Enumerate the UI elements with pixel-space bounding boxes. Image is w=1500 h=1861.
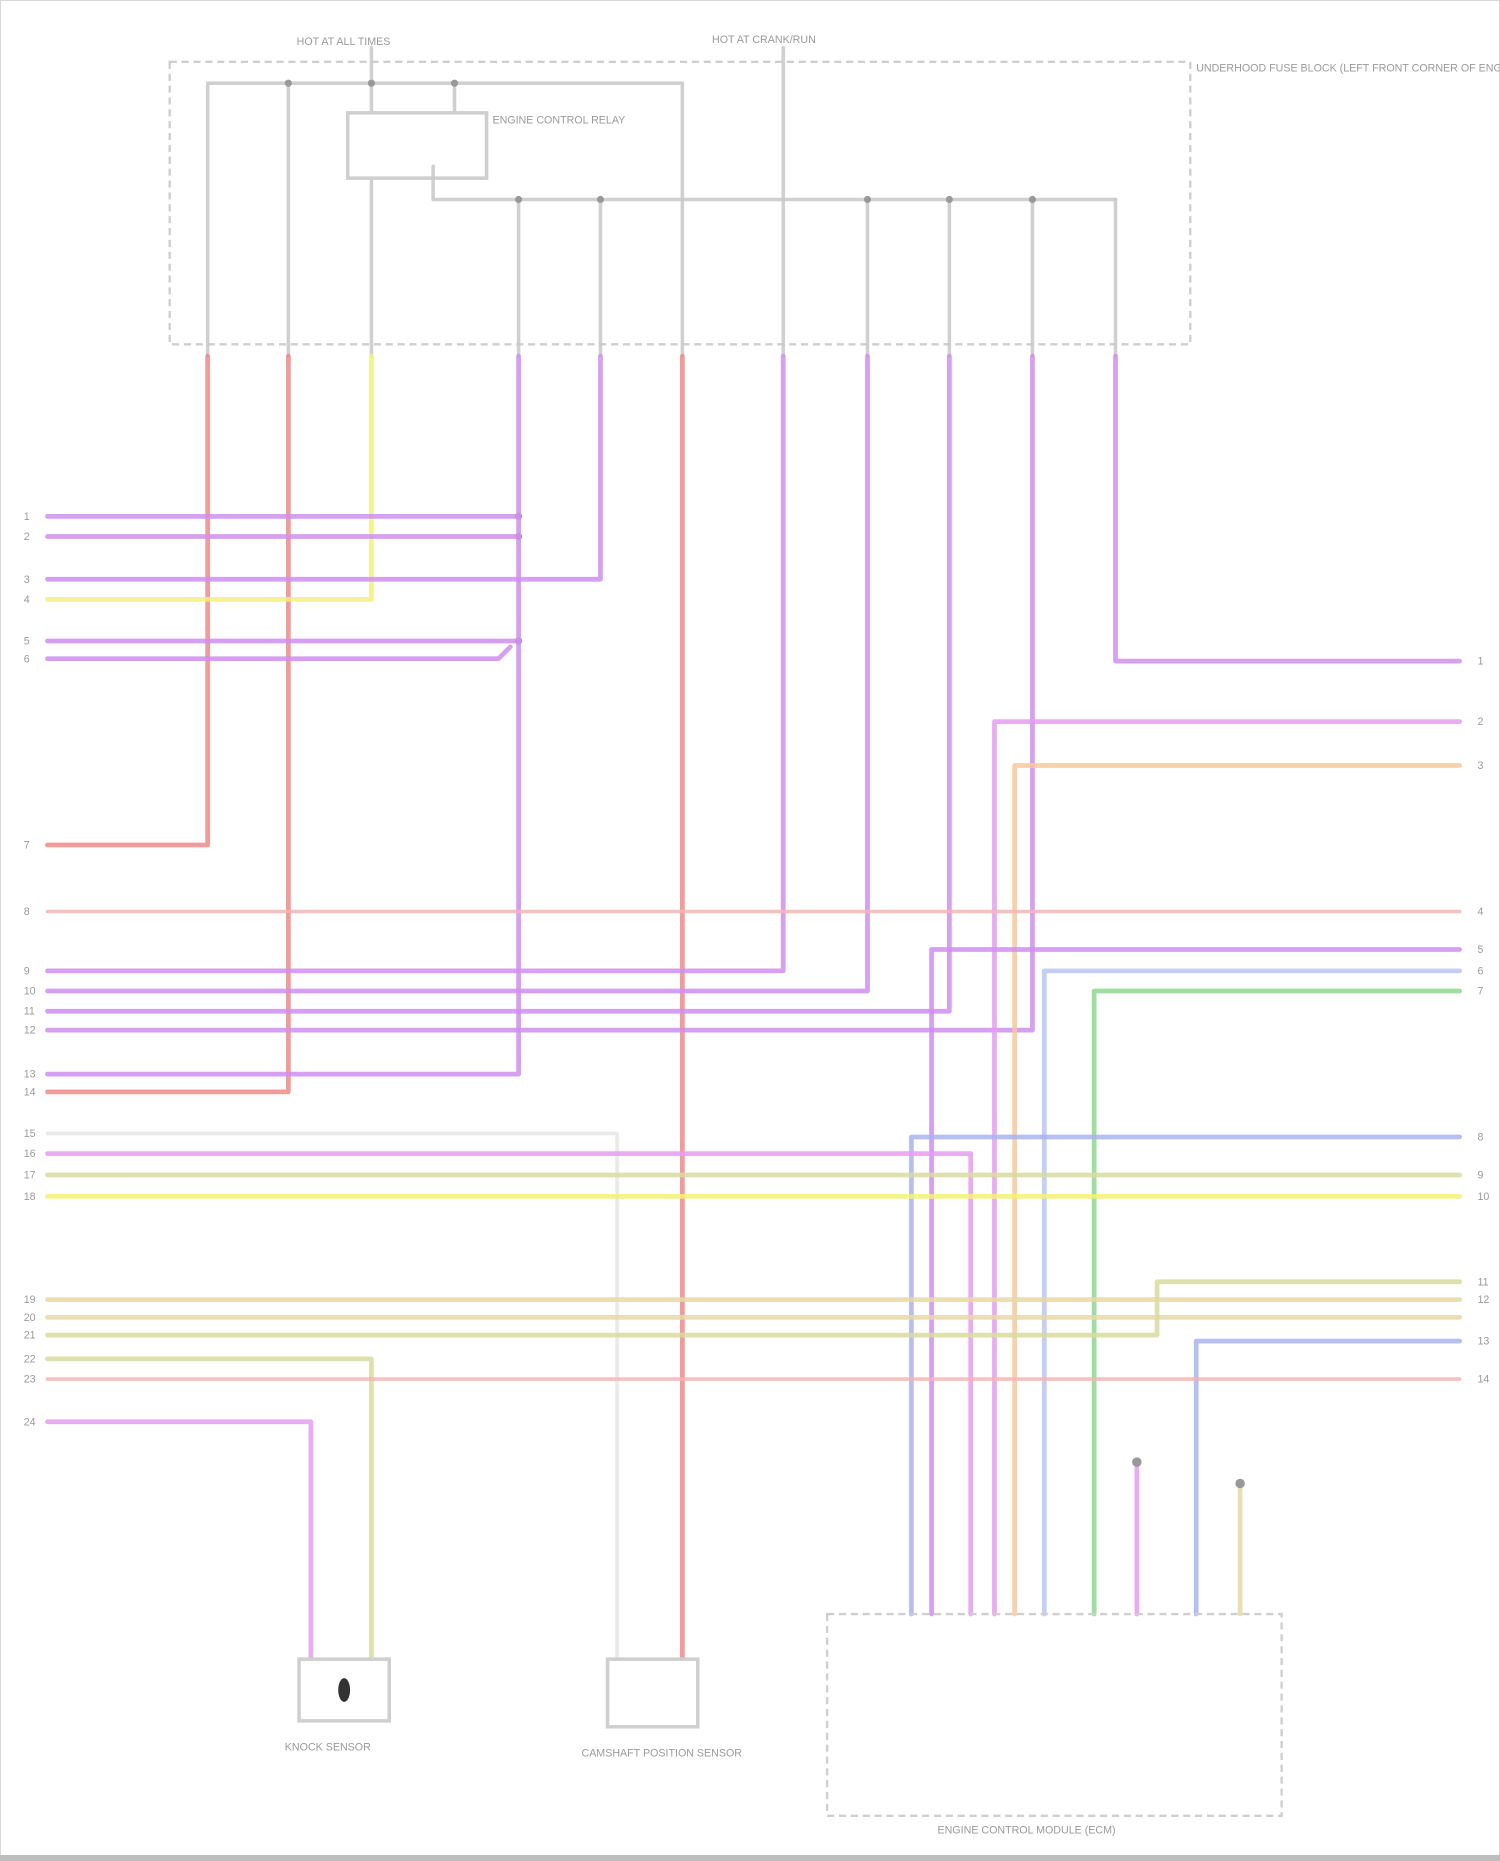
- bus-bar-1: [205, 81, 685, 358]
- svg-text:11: 11: [1477, 1276, 1488, 1288]
- ecm-label: ENGINE CONTROL MODULE (ECM): [937, 1825, 1115, 1837]
- sensor1-label: KNOCK SENSOR: [285, 1742, 371, 1754]
- svg-text:21: 21: [24, 1330, 36, 1342]
- wire-violet: [45, 1419, 314, 1664]
- wire-blue: [1193, 1338, 1463, 1617]
- svg-text:14: 14: [1477, 1374, 1489, 1386]
- svg-text:8: 8: [24, 906, 30, 918]
- svg-text:8: 8: [1477, 1132, 1483, 1144]
- svg-text:3: 3: [24, 574, 30, 586]
- svg-text:10: 10: [24, 986, 36, 998]
- relay: [345, 111, 489, 180]
- svg-text:5: 5: [1477, 944, 1483, 956]
- svg-text:20: 20: [24, 1312, 36, 1324]
- wire-light-blue: [1041, 968, 1463, 1617]
- wire-violet: [45, 353, 952, 1014]
- hot-in-run-label: HOT AT CRANK/RUN: [712, 34, 816, 46]
- wire-violet: [45, 644, 513, 662]
- sensor-element-icon: [338, 1678, 351, 1702]
- bus-bar-2: [431, 164, 1118, 202]
- fuse-drops: [516, 197, 1118, 358]
- svg-text:4: 4: [1477, 906, 1483, 918]
- svg-text:6: 6: [1477, 965, 1483, 977]
- svg-text:1: 1: [1477, 656, 1483, 668]
- svg-text:13: 13: [1477, 1336, 1489, 1348]
- wire-red: [45, 353, 291, 1095]
- wire-violet: [45, 353, 786, 974]
- svg-text:1: 1: [24, 511, 30, 523]
- wire-violet: [45, 1151, 974, 1617]
- svg-text:12: 12: [24, 1025, 36, 1037]
- wire-violet: [45, 353, 603, 582]
- camshaft-position-sensor: [605, 1657, 700, 1729]
- hot-at-all-times-label: HOT AT ALL TIMES: [297, 36, 391, 48]
- fuse-block-outline: [168, 60, 1192, 346]
- svg-text:5: 5: [24, 636, 30, 648]
- svg-text:18: 18: [24, 1191, 36, 1203]
- relay-label: ENGINE CONTROL RELAY: [492, 115, 625, 127]
- wire-violet: [45, 353, 870, 994]
- svg-text:17: 17: [24, 1170, 36, 1182]
- wire-yellow: [45, 353, 374, 602]
- wire-violet: [929, 947, 1463, 1617]
- ecm-outline: [825, 1612, 1283, 1817]
- svg-text:19: 19: [24, 1294, 36, 1306]
- svg-text:11: 11: [24, 1006, 35, 1018]
- svg-text:9: 9: [1477, 1170, 1483, 1182]
- wire-orange: [1012, 763, 1463, 1617]
- ground-dot: [1235, 1478, 1245, 1489]
- fuse-block-label: UNDERHOOD FUSE BLOCK (LEFT FRONT CORNER …: [1196, 62, 1500, 74]
- svg-text:14: 14: [24, 1086, 36, 1098]
- svg-text:9: 9: [24, 965, 30, 977]
- svg-text:7: 7: [24, 840, 30, 852]
- wire-olive: [45, 1356, 374, 1664]
- ground-dot: [1132, 1457, 1142, 1467]
- svg-text:16: 16: [24, 1148, 36, 1160]
- wire-green: [1091, 988, 1463, 1617]
- wire-white: [45, 1131, 619, 1664]
- svg-text:2: 2: [1477, 716, 1483, 728]
- bottom-bar: [0, 1855, 1500, 1861]
- svg-text:6: 6: [24, 653, 30, 665]
- wire-blue: [909, 1134, 1463, 1617]
- wire-violet: [45, 353, 521, 1077]
- svg-text:13: 13: [24, 1069, 36, 1081]
- svg-text:22: 22: [24, 1353, 36, 1365]
- svg-text:7: 7: [1477, 986, 1483, 998]
- wire-red: [45, 353, 211, 848]
- svg-text:3: 3: [1477, 760, 1483, 772]
- wire-olive: [45, 1279, 1463, 1338]
- svg-text:10: 10: [1477, 1191, 1489, 1203]
- svg-text:12: 12: [1477, 1294, 1489, 1306]
- sensor2-label: CAMSHAFT POSITION SENSOR: [581, 1747, 742, 1759]
- wire-violet: [992, 719, 1463, 1617]
- svg-text:24: 24: [24, 1416, 36, 1428]
- svg-text:15: 15: [24, 1128, 36, 1140]
- svg-text:2: 2: [24, 531, 30, 543]
- svg-text:23: 23: [24, 1374, 36, 1386]
- wire-violet: [1113, 353, 1463, 664]
- svg-text:4: 4: [24, 594, 30, 606]
- wire-violet: [45, 353, 1035, 1033]
